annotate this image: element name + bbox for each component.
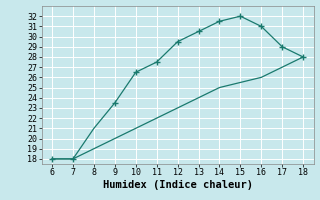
X-axis label: Humidex (Indice chaleur): Humidex (Indice chaleur) <box>103 180 252 190</box>
